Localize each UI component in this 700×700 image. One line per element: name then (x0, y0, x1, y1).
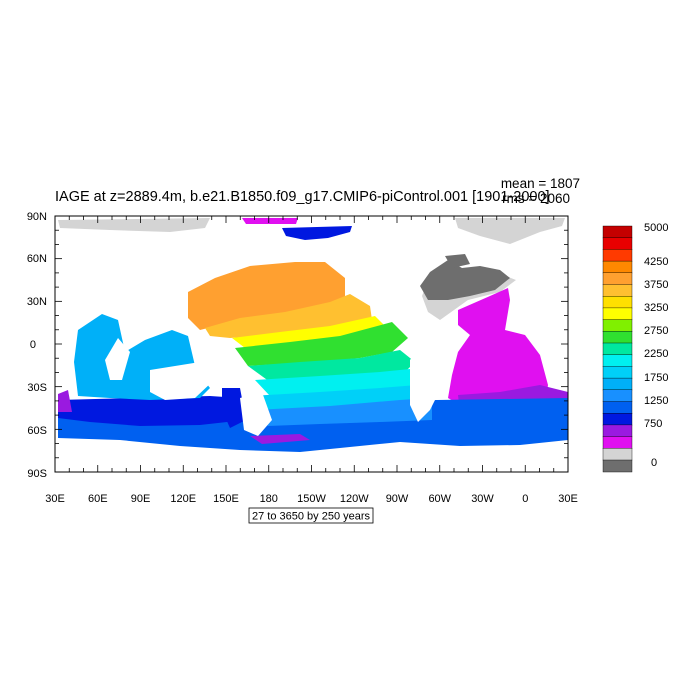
colorbar-swatch (602, 342, 633, 356)
lon-tick-label: 150W (297, 493, 326, 505)
southern-ocean (58, 396, 245, 426)
rms-stat: rms = 2060 (502, 191, 570, 206)
colorbar-swatch (602, 459, 633, 473)
lat-tick-label: 0 (30, 339, 36, 351)
land-mass (520, 290, 535, 310)
colorbar-swatch (602, 389, 633, 402)
atlantic-basin (448, 288, 548, 412)
lat-tick-label: 90S (27, 468, 47, 480)
land-mass (410, 320, 455, 422)
mean-stat: mean = 1807 (501, 176, 580, 191)
lat-axis-labels: 90N 60N 30N 0 30S 60S 90S (27, 211, 47, 480)
colorbar-swatch (602, 377, 633, 391)
colorbar-swatch (602, 424, 633, 438)
colorbar-swatch (602, 284, 633, 297)
colorbar-swatch (602, 296, 633, 309)
arctic-region (455, 218, 565, 244)
lon-tick-label: 60E (88, 493, 108, 505)
colorbar-swatch (602, 413, 633, 426)
ocean-age-field (58, 218, 568, 452)
colorbar-swatch (602, 272, 633, 285)
lon-tick-label: 90W (386, 493, 409, 505)
lon-tick-label: 60W (428, 493, 451, 505)
lon-tick-label: 120E (170, 493, 196, 505)
colorbar-swatch (602, 307, 633, 321)
colorbar-swatch (602, 331, 633, 344)
colorbar-swatch (602, 319, 633, 332)
contour-info-text: 27 to 3650 by 250 years (252, 511, 371, 523)
southern-ocean (58, 390, 72, 412)
arctic-region (282, 226, 352, 240)
colorbar-swatch (602, 225, 633, 239)
colorbar-swatch (602, 249, 633, 262)
pacific-orange (188, 262, 345, 330)
lon-tick-label: 90E (131, 493, 151, 505)
colorbar-swatch (602, 260, 633, 274)
lon-axis-labels: 30E 60E 90E 120E 150E 180 150W 120W 90W … (45, 493, 578, 505)
colorbar-label: 3750 (644, 279, 668, 291)
lon-tick-label: 120W (340, 493, 369, 505)
pacific-yellow (232, 316, 385, 348)
colorbar-label: 750 (644, 418, 662, 430)
colorbar-label: 1250 (644, 395, 668, 407)
colorbar-label: 5000 (644, 222, 668, 234)
lon-tick-label: 0 (522, 493, 528, 505)
north-atlantic (420, 260, 510, 300)
lon-tick-label: 180 (260, 493, 278, 505)
lat-tick-label: 30S (27, 382, 47, 394)
lon-tick-label: 150E (213, 493, 239, 505)
lon-tick-label: 30E (45, 493, 65, 505)
land-mass (240, 392, 272, 436)
colorbar (602, 225, 633, 473)
north-atlantic (445, 254, 470, 268)
land-mass (150, 362, 212, 400)
lat-tick-label: 90N (27, 211, 47, 223)
lat-tick-label: 60N (27, 253, 47, 265)
southern-ocean (250, 434, 310, 444)
colorbar-label: 2250 (644, 348, 668, 360)
contour-info-box (248, 507, 374, 524)
colorbar-label: 0 (651, 457, 657, 469)
colorbar-swatch (602, 436, 633, 449)
colorbar-swatch (602, 401, 633, 414)
axis-ticks (54, 215, 569, 473)
lon-tick-label: 30E (558, 493, 578, 505)
land-mass (105, 338, 130, 380)
colorbar-swatch (602, 237, 633, 250)
colorbar-label: 1750 (644, 372, 668, 384)
colorbar-swatch (602, 448, 633, 461)
colorbar-label: 4250 (644, 256, 668, 268)
map-title: IAGE at z=2889.4m, b.e21.B1850.f09_g17.C… (55, 189, 550, 205)
colorbar-label: 2750 (644, 325, 668, 337)
lat-tick-label: 60S (27, 425, 47, 437)
colorbar-label: 3250 (644, 302, 668, 314)
arctic-region (58, 218, 210, 232)
colorbar-labels: 5000 4250 3750 3250 2750 2250 1750 1250 … (644, 222, 668, 469)
colorbar-swatch (602, 354, 633, 367)
pacific-mid-blue (255, 398, 432, 426)
colorbar-swatch (602, 366, 633, 379)
lon-tick-label: 30W (471, 493, 494, 505)
lat-tick-label: 30N (27, 296, 47, 308)
pacific-green (235, 322, 408, 366)
arctic-region (242, 218, 298, 224)
